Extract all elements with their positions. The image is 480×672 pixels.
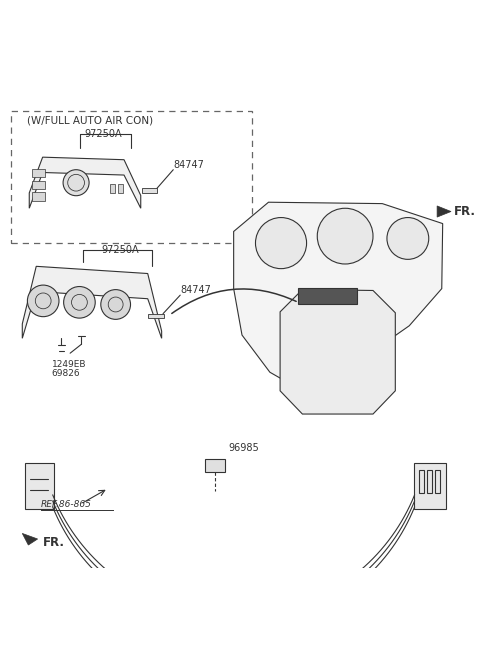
Circle shape: [101, 290, 131, 319]
Bar: [435, 470, 440, 493]
Text: 69826: 69826: [51, 368, 80, 378]
Bar: [205, 458, 225, 472]
Text: 1249EB: 1249EB: [51, 360, 86, 369]
Bar: [32, 192, 45, 200]
Circle shape: [317, 208, 373, 264]
Polygon shape: [22, 266, 162, 338]
Text: 84747: 84747: [173, 160, 204, 170]
Bar: [419, 470, 424, 493]
Text: (W/FULL AUTO AIR CON): (W/FULL AUTO AIR CON): [27, 116, 153, 126]
Bar: [32, 181, 45, 189]
Circle shape: [27, 285, 59, 317]
Polygon shape: [29, 157, 141, 208]
Polygon shape: [142, 188, 157, 193]
Bar: [32, 169, 45, 177]
Circle shape: [64, 286, 95, 318]
Bar: [11, 111, 252, 243]
Polygon shape: [234, 202, 443, 391]
Text: 97250A: 97250A: [85, 129, 122, 139]
Polygon shape: [437, 206, 451, 217]
Text: FR.: FR.: [454, 205, 476, 218]
Circle shape: [63, 170, 89, 196]
Polygon shape: [414, 464, 446, 509]
Text: 84747: 84747: [180, 286, 211, 296]
Text: FR.: FR.: [43, 536, 65, 549]
Circle shape: [255, 218, 307, 269]
Text: REF.86-865: REF.86-865: [41, 500, 92, 509]
Polygon shape: [148, 314, 164, 319]
Text: 97250A: 97250A: [101, 245, 139, 255]
Text: 96985: 96985: [228, 443, 259, 453]
Bar: [118, 183, 123, 193]
Polygon shape: [25, 464, 54, 509]
Polygon shape: [280, 290, 396, 414]
Polygon shape: [22, 534, 37, 545]
Bar: [427, 470, 432, 493]
Bar: [109, 183, 115, 193]
Circle shape: [387, 218, 429, 259]
Bar: [298, 288, 357, 304]
